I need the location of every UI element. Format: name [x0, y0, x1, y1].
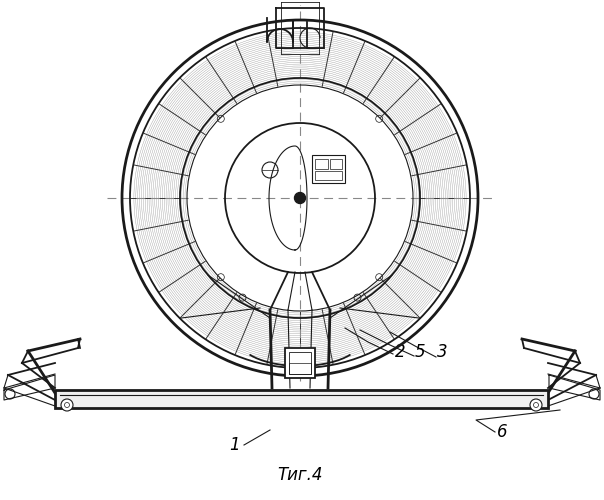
- Bar: [315, 171, 342, 180]
- Text: 2: 2: [394, 343, 405, 361]
- Bar: [289, 352, 311, 374]
- Circle shape: [295, 192, 306, 203]
- Bar: [315, 159, 328, 169]
- Text: 3: 3: [437, 343, 448, 361]
- Text: 5: 5: [415, 343, 425, 361]
- Circle shape: [61, 399, 73, 411]
- Bar: [285, 348, 315, 378]
- Text: Τиг.4: Τиг.4: [277, 466, 323, 484]
- Bar: [289, 363, 311, 374]
- Bar: [55, 390, 548, 408]
- Bar: [330, 159, 342, 169]
- Circle shape: [530, 399, 542, 411]
- Bar: [312, 155, 345, 183]
- Text: 6: 6: [496, 423, 507, 441]
- Text: 1: 1: [230, 436, 240, 454]
